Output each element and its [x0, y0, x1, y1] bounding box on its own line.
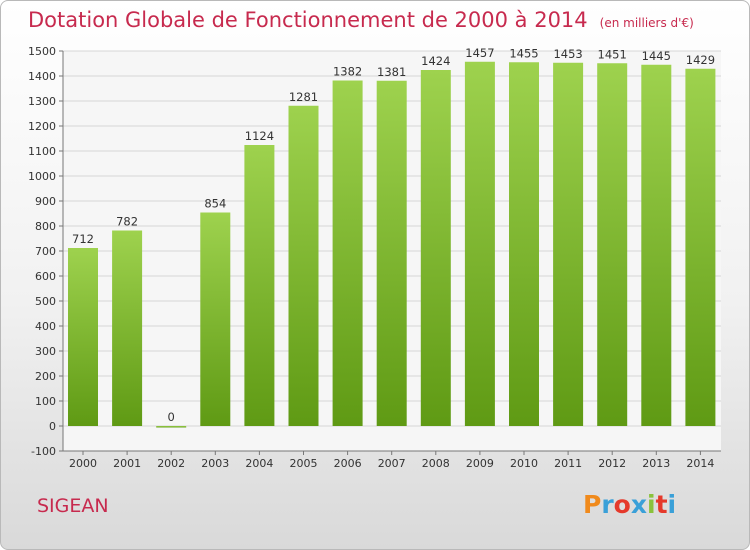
x-tick-label: 2004 [245, 457, 273, 470]
chart-title: Dotation Globale de Fonctionnement de 20… [28, 8, 694, 32]
proxiti-logo: Proxiti [583, 490, 676, 519]
y-tick-label: 1300 [28, 95, 56, 108]
data-label: 1455 [509, 46, 538, 60]
bar [464, 61, 495, 426]
bar [288, 105, 319, 426]
bar [68, 248, 98, 426]
bar [112, 230, 143, 426]
x-tick-label: 2009 [466, 457, 494, 470]
logo-letter: o [613, 490, 631, 519]
y-tick-label: 600 [35, 270, 56, 283]
bar [420, 70, 451, 426]
logo-letter: t [655, 490, 668, 519]
data-label: 1429 [686, 53, 715, 67]
x-tick-label: 2008 [422, 457, 450, 470]
bar [509, 62, 539, 426]
data-label: 1382 [333, 65, 362, 79]
data-label: 1457 [465, 46, 494, 60]
y-tick-label: 300 [35, 345, 56, 358]
x-tick-label: 2003 [201, 457, 229, 470]
data-label: 854 [204, 197, 226, 211]
bar [156, 426, 187, 428]
data-label: 1124 [245, 129, 274, 143]
y-tick-label: 200 [35, 370, 56, 383]
data-label: 712 [72, 232, 94, 246]
data-label: 1381 [377, 65, 406, 79]
logo-letter: r [601, 490, 614, 519]
x-tick-label: 2005 [290, 457, 318, 470]
data-label: 1445 [642, 49, 671, 63]
commune-name: SIGEAN [37, 495, 109, 517]
x-tick-label: 2014 [686, 457, 714, 470]
y-tick-label: 500 [35, 295, 56, 308]
y-tick-label: 100 [35, 395, 56, 408]
x-tick-label: 2013 [642, 457, 670, 470]
y-tick-label: 700 [35, 245, 56, 258]
bar [376, 80, 407, 426]
logo-letter: i [667, 490, 677, 519]
data-label: 1281 [289, 90, 318, 104]
logo-letter: x [630, 490, 647, 519]
logo-letter: P [583, 490, 602, 519]
bar [332, 80, 363, 426]
bar [641, 64, 672, 426]
bar [553, 62, 584, 426]
y-tick-label: 1400 [28, 70, 56, 83]
bar [597, 63, 628, 426]
x-tick-label: 2001 [113, 457, 141, 470]
y-tick-label: -100 [31, 445, 56, 458]
y-tick-label: 1200 [28, 120, 56, 133]
bar [685, 68, 716, 426]
y-tick-label: 1500 [28, 45, 56, 58]
y-tick-label: 1000 [28, 170, 56, 183]
x-tick-label: 2010 [510, 457, 538, 470]
unit-note: (en milliers d'€) [599, 16, 694, 30]
logo-letter: i [647, 490, 656, 519]
x-tick-label: 2002 [157, 457, 185, 470]
title-text: Dotation Globale de Fonctionnement de 20… [28, 8, 588, 32]
bar [244, 145, 275, 426]
y-tick-label: 800 [35, 220, 56, 233]
x-tick-label: 2011 [554, 457, 582, 470]
x-tick-label: 2006 [334, 457, 362, 470]
data-label: 1424 [421, 54, 450, 68]
data-label: 1451 [598, 47, 627, 61]
x-tick-label: 2012 [598, 457, 626, 470]
data-label: 782 [116, 215, 138, 229]
y-tick-label: 900 [35, 195, 56, 208]
y-tick-label: 400 [35, 320, 56, 333]
x-tick-label: 2007 [378, 457, 406, 470]
data-label: 0 [168, 410, 175, 424]
x-tick-label: 2000 [69, 457, 97, 470]
y-tick-label: 1100 [28, 145, 56, 158]
bar [200, 212, 231, 426]
y-tick-label: 0 [49, 420, 56, 433]
data-label: 1453 [553, 47, 582, 61]
